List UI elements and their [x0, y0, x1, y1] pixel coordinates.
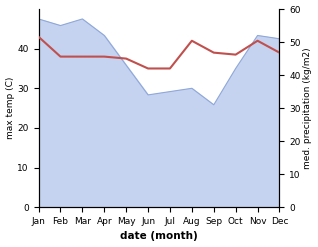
- X-axis label: date (month): date (month): [120, 231, 198, 242]
- Y-axis label: max temp (C): max temp (C): [5, 77, 15, 139]
- Y-axis label: med. precipitation (kg/m2): med. precipitation (kg/m2): [303, 47, 313, 169]
